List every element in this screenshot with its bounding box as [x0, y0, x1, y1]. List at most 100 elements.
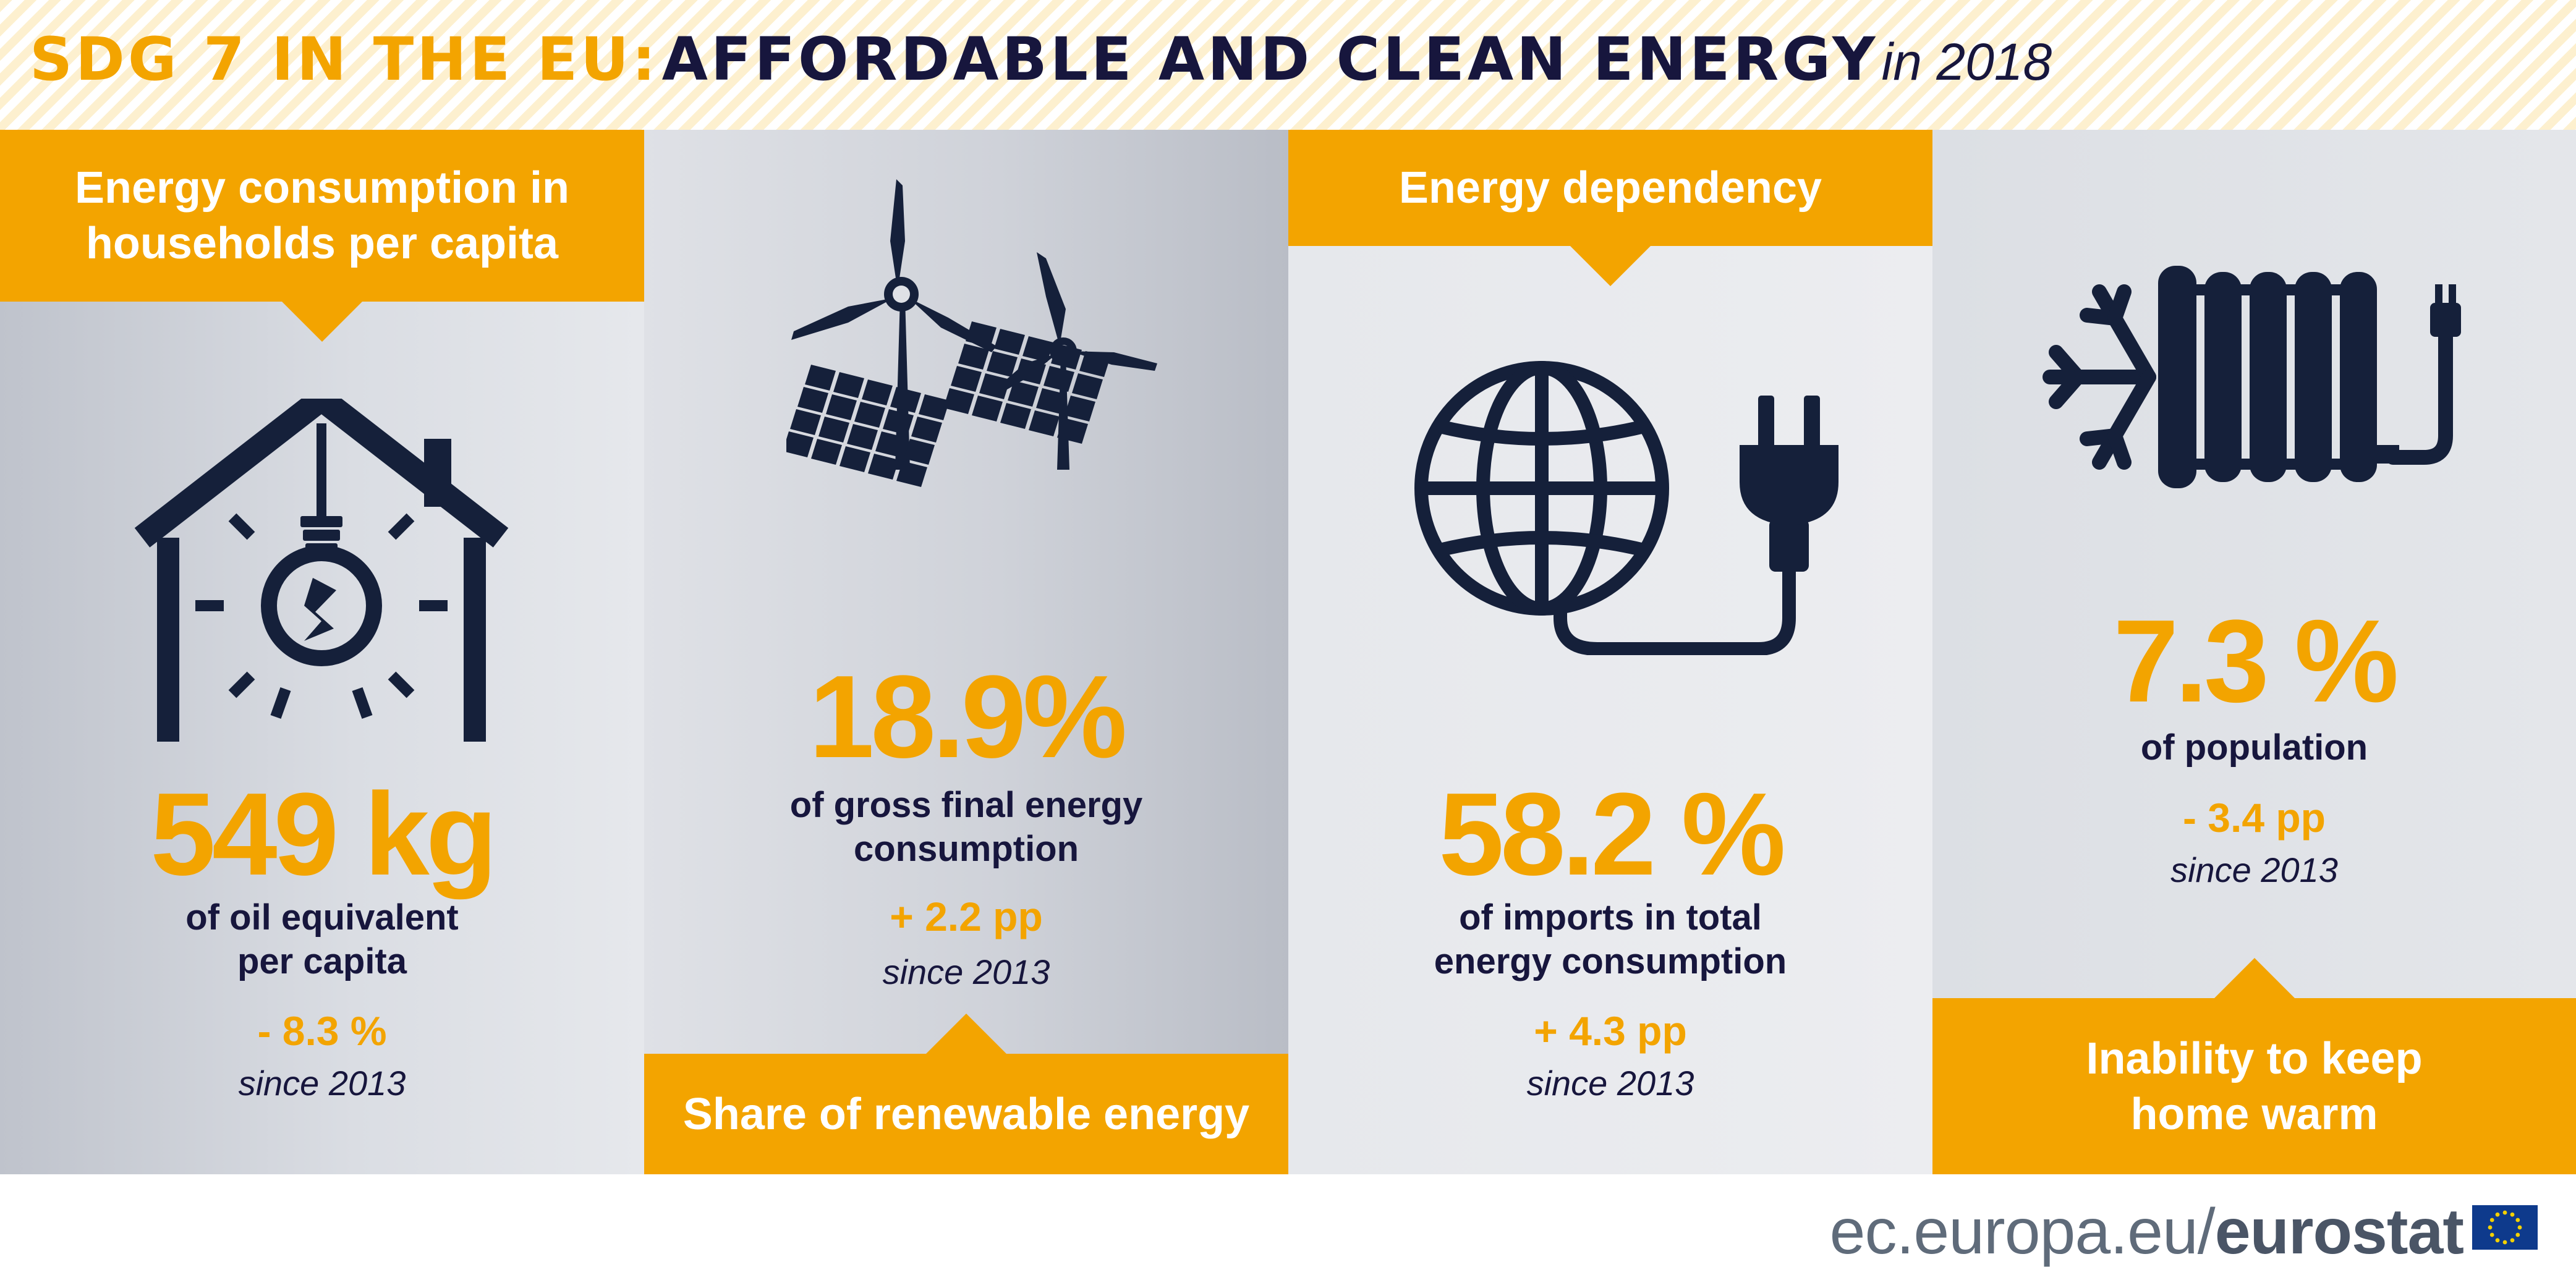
solar-cell: [904, 439, 935, 465]
url-brand: eurostat: [2214, 1196, 2464, 1268]
solar-cell: [826, 394, 857, 420]
solar-cell: [911, 417, 942, 443]
description-line: of imports in total: [1459, 897, 1762, 938]
solar-cell: [1072, 373, 1103, 399]
solar-cell: [1029, 410, 1060, 436]
change-period: since 2013: [1526, 1064, 1694, 1103]
title-topic: AFFORDABLE AND CLEAN ENERGY: [661, 25, 1879, 94]
solar-cell: [797, 387, 828, 413]
banner-label: Share of renewable energy: [682, 1089, 1250, 1139]
solar-cell: [1065, 396, 1095, 422]
house-lightbulb-icon: [134, 399, 509, 742]
solar-cell: [854, 402, 885, 428]
metric-change: - 8.3 %: [257, 1008, 387, 1054]
metric-change: + 2.2 pp: [890, 894, 1043, 939]
eu-star: [2489, 1218, 2494, 1222]
solar-cell: [786, 431, 814, 457]
solar-cell: [966, 321, 997, 347]
solar-cell: [883, 409, 914, 435]
metric-change: - 3.4 pp: [2182, 795, 2326, 841]
solar-cell: [943, 388, 974, 414]
banner-pointer: [282, 302, 362, 342]
solar-cell: [868, 454, 899, 480]
solar-cell: [972, 396, 1003, 422]
eu-flag-icon: [2472, 1205, 2538, 1250]
panel-renewable-energy: 18.9% of gross final energy consumption …: [644, 130, 1288, 1174]
solar-cell: [890, 387, 921, 413]
title-sdg: SDG 7 IN THE EU:: [30, 25, 659, 94]
footer: ec.europa.eu/eurostat: [0, 1174, 2576, 1288]
description-line: of oil equivalent: [185, 897, 459, 938]
globe-plug-icon: [1414, 361, 1838, 655]
solar-cell: [1015, 358, 1046, 384]
header: SDG 7 IN THE EU: AFFORDABLE AND CLEAN EN…: [0, 0, 2576, 130]
metric-description: of population: [1932, 726, 2576, 770]
solar-cell: [811, 439, 842, 465]
description-line: of gross final energy: [789, 785, 1143, 825]
metric-description: of gross final energy consumption: [644, 784, 1288, 871]
panel-household-consumption: Energy consumption in households per cap…: [0, 130, 644, 1174]
solar-cell: [1036, 388, 1067, 414]
snowflake-radiator-icon: [2043, 266, 2461, 488]
eu-star: [2515, 1218, 2520, 1222]
change-period: since 2013: [882, 952, 1050, 991]
metric-value: 7.3 %: [2113, 596, 2399, 727]
panel-banner: Energy consumption in households per cap…: [0, 130, 644, 302]
eu-star: [2489, 1232, 2494, 1237]
solar-cell: [1044, 366, 1074, 392]
metric-value: 549 kg: [150, 769, 498, 900]
solar-cell: [1000, 403, 1031, 429]
solar-cell: [1051, 344, 1082, 370]
banner-pointer: [1570, 246, 1651, 286]
eu-star: [2495, 1238, 2500, 1243]
panel-energy-dependency: Energy dependency 58.2 % of imports in t…: [1288, 130, 1932, 1174]
metric-description: of imports in total energy consumption: [1288, 896, 1932, 984]
solar-cell: [833, 372, 864, 398]
panel-home-warmth: 7.3 % of population - 3.4 pp since 2013 …: [1932, 130, 2576, 1174]
solar-cell: [979, 373, 1010, 399]
solar-cell: [1022, 336, 1053, 362]
description-line: consumption: [853, 828, 1079, 869]
solar-cell: [1057, 418, 1088, 444]
panel-banner: Inability to keep home warm: [1932, 998, 2576, 1174]
banner-label: Energy dependency: [1398, 163, 1822, 213]
solar-panel-grid: [786, 321, 1110, 487]
solar-cell: [994, 329, 1025, 355]
eu-star: [2510, 1238, 2515, 1243]
metric-change: + 4.3 pp: [1534, 1008, 1687, 1054]
eurostat-url[interactable]: ec.europa.eu/eurostat: [1829, 1195, 2464, 1269]
eu-star: [2515, 1232, 2520, 1237]
solar-cell: [958, 344, 989, 370]
eu-star: [2517, 1225, 2522, 1230]
description-line: per capita: [237, 941, 407, 981]
eu-star: [2510, 1212, 2515, 1217]
eu-star: [2488, 1225, 2493, 1230]
solar-cell: [919, 394, 950, 420]
solar-cell: [896, 461, 927, 487]
solar-cell: [987, 351, 1018, 377]
eu-star: [2495, 1212, 2500, 1217]
banner-label: Energy consumption in households per cap…: [74, 163, 570, 268]
page-title: SDG 7 IN THE EU: AFFORDABLE AND CLEAN EN…: [30, 25, 2052, 94]
solar-cell: [1079, 351, 1110, 377]
title-year: in 2018: [1881, 33, 2052, 91]
eu-star: [2502, 1240, 2507, 1245]
panel-banner: Energy dependency: [1288, 130, 1932, 246]
metric-value: 18.9%: [809, 651, 1128, 782]
change-period: since 2013: [2170, 850, 2338, 889]
banner-pointer: [926, 1014, 1006, 1054]
solar-cell: [1008, 381, 1039, 407]
eu-star: [2502, 1210, 2507, 1215]
metric-description: of oil equivalent per capita: [0, 896, 644, 984]
solar-cell: [818, 417, 849, 443]
solar-cell: [951, 366, 982, 392]
solar-cell: [862, 379, 893, 405]
url-domain: ec.europa.eu/: [1829, 1196, 2216, 1268]
wind-turbine-solar-panel-icon: [786, 179, 1157, 487]
solar-cell: [790, 409, 821, 435]
description-line: energy consumption: [1434, 941, 1787, 981]
solar-cell: [840, 446, 870, 472]
panel-banner: Share of renewable energy: [644, 1054, 1288, 1174]
change-period: since 2013: [238, 1064, 406, 1103]
description-line: of population: [2140, 727, 2368, 768]
